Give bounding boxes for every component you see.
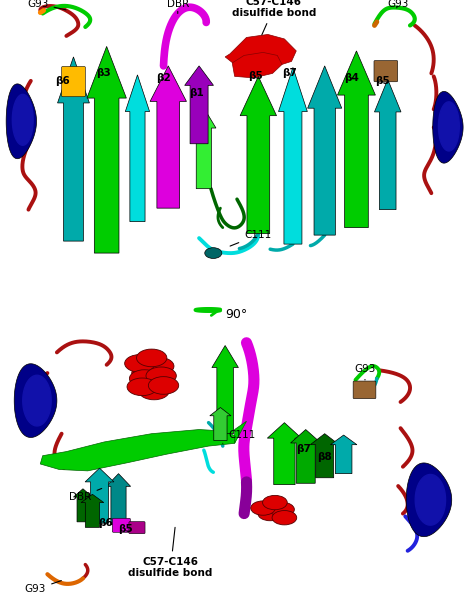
Circle shape	[258, 506, 283, 521]
Polygon shape	[406, 463, 452, 537]
Circle shape	[127, 378, 157, 396]
FancyBboxPatch shape	[374, 60, 398, 82]
Text: β7: β7	[296, 444, 311, 454]
Polygon shape	[438, 102, 459, 151]
Polygon shape	[185, 66, 213, 144]
Polygon shape	[125, 75, 150, 222]
Circle shape	[129, 370, 160, 388]
Polygon shape	[14, 364, 57, 437]
Circle shape	[146, 367, 176, 385]
Text: G93: G93	[387, 0, 409, 8]
Polygon shape	[232, 53, 282, 78]
Circle shape	[125, 355, 155, 372]
FancyBboxPatch shape	[353, 381, 376, 399]
Polygon shape	[330, 435, 357, 474]
Polygon shape	[150, 66, 186, 208]
Polygon shape	[81, 494, 104, 527]
Text: β6: β6	[98, 518, 113, 528]
Circle shape	[270, 503, 294, 516]
Polygon shape	[308, 66, 342, 235]
Polygon shape	[12, 95, 33, 145]
Polygon shape	[73, 489, 92, 522]
Text: β2: β2	[156, 73, 171, 83]
FancyBboxPatch shape	[129, 522, 145, 534]
Text: G93: G93	[354, 364, 376, 380]
Text: C111: C111	[230, 230, 271, 246]
Polygon shape	[23, 375, 51, 426]
Polygon shape	[337, 51, 375, 228]
Polygon shape	[374, 80, 401, 210]
FancyBboxPatch shape	[62, 66, 85, 96]
Text: C57-C146
disulfide bond: C57-C146 disulfide bond	[128, 527, 213, 578]
Polygon shape	[279, 68, 307, 244]
Text: G93: G93	[25, 580, 61, 594]
Polygon shape	[212, 346, 238, 434]
Polygon shape	[433, 92, 463, 163]
Polygon shape	[225, 34, 296, 69]
Polygon shape	[57, 57, 90, 241]
Text: β3: β3	[96, 68, 111, 78]
Text: β5: β5	[375, 76, 391, 86]
Text: C111: C111	[223, 430, 255, 443]
Text: β5: β5	[247, 71, 263, 81]
Circle shape	[272, 510, 297, 525]
Polygon shape	[106, 474, 131, 525]
Circle shape	[137, 349, 167, 367]
Circle shape	[132, 364, 162, 382]
Polygon shape	[267, 423, 301, 485]
Polygon shape	[40, 429, 237, 471]
Text: DBR: DBR	[70, 488, 102, 502]
Text: β4: β4	[344, 73, 359, 83]
Text: 90°: 90°	[225, 308, 247, 322]
Text: C57-C146
disulfide bond: C57-C146 disulfide bond	[232, 0, 316, 35]
Circle shape	[148, 377, 179, 394]
Text: β1: β1	[189, 88, 204, 98]
Polygon shape	[415, 474, 446, 525]
Polygon shape	[310, 434, 339, 478]
Polygon shape	[85, 468, 114, 524]
Text: G93: G93	[27, 0, 66, 10]
Text: DBR: DBR	[167, 0, 189, 13]
Polygon shape	[87, 47, 127, 253]
Text: β7: β7	[282, 68, 297, 78]
Circle shape	[139, 382, 169, 400]
Polygon shape	[191, 108, 216, 189]
Text: β6: β6	[55, 76, 70, 86]
Text: β5: β5	[118, 524, 133, 534]
Polygon shape	[210, 407, 231, 441]
FancyBboxPatch shape	[112, 518, 130, 533]
Circle shape	[205, 248, 222, 259]
Polygon shape	[6, 84, 36, 159]
Polygon shape	[235, 421, 246, 443]
Polygon shape	[291, 429, 321, 483]
Circle shape	[251, 501, 275, 515]
Polygon shape	[240, 76, 276, 234]
Text: β8: β8	[317, 452, 332, 462]
Circle shape	[144, 358, 174, 375]
Circle shape	[263, 495, 287, 510]
